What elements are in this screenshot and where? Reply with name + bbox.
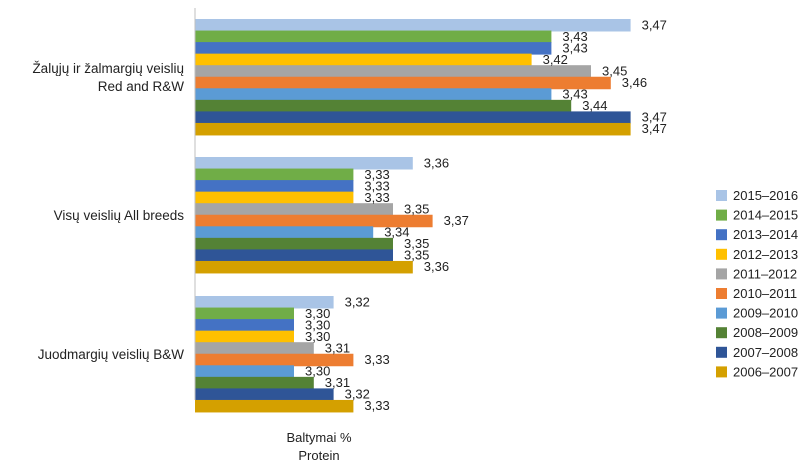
- bar: [195, 99, 572, 113]
- bar: [195, 191, 354, 205]
- bar-value-label: 3,45: [602, 63, 627, 78]
- bar: [195, 122, 631, 136]
- legend-swatch: [716, 307, 727, 319]
- legend-label: 2013–2014: [733, 227, 798, 242]
- bar: [195, 226, 374, 239]
- legend-label: 2012–2013: [733, 247, 798, 262]
- bar-value-label: 3,32: [345, 294, 370, 309]
- bar-value-label: 3,35: [404, 201, 429, 216]
- legend-label: 2015–2016: [733, 188, 798, 203]
- bar: [195, 76, 611, 90]
- bar-value-label: 3,42: [543, 52, 568, 67]
- bar-value-label: 3,35: [404, 248, 429, 263]
- legend-swatch: [716, 288, 727, 299]
- category-label: Žalųjų ir žalmargių veislių: [32, 61, 184, 76]
- bar: [195, 307, 294, 321]
- bar-value-label: 3,30: [305, 329, 330, 344]
- bar-value-label: 3,33: [364, 190, 389, 205]
- bar-value-label: 3,46: [622, 75, 647, 90]
- legend: 2015–2016 2014–2015 2013–2014 2012–2013 2011…: [716, 188, 798, 379]
- legend-swatch: [716, 190, 727, 201]
- legend-label: 2006–2007: [733, 364, 798, 379]
- legend-label: 2007–2008: [733, 345, 798, 360]
- legend-swatch: [716, 327, 727, 339]
- bar: [195, 42, 552, 55]
- bar: [195, 19, 631, 32]
- bar-value-label: 3,47: [642, 110, 667, 125]
- bar: [195, 157, 413, 170]
- legend-swatch: [716, 268, 727, 280]
- category-label: Visų veislių All breeds: [54, 208, 185, 223]
- bar: [195, 180, 354, 193]
- legend-label: 2009–2010: [733, 306, 798, 321]
- bar: [195, 214, 433, 228]
- bar-value-label: 3,31: [325, 375, 350, 390]
- bar: [195, 319, 294, 332]
- bar-value-label: 3,31: [325, 340, 350, 355]
- bar-value-label: 3,33: [364, 352, 389, 367]
- legend-label: 2010–2011: [733, 286, 797, 301]
- bar-value-label: 3,37: [444, 213, 469, 228]
- legend-label: 2008–2009: [733, 325, 798, 340]
- bar-value-label: 3,43: [562, 87, 587, 102]
- bar-value-label: 3,36: [424, 259, 449, 274]
- bar: [195, 296, 334, 309]
- bar: [195, 53, 532, 67]
- bar-value-label: 3,43: [562, 29, 587, 44]
- bar-value-label: 3,30: [305, 306, 330, 321]
- bar-value-label: 3,33: [364, 167, 389, 182]
- bar-value-label: 3,33: [364, 178, 389, 193]
- legend-label: 2011–2012: [733, 266, 797, 281]
- bar-value-label: 3,34: [384, 225, 409, 240]
- legend-swatch: [716, 229, 727, 241]
- bar: [195, 168, 354, 182]
- bar: [195, 342, 314, 355]
- x-axis-title: Baltymai % Protein: [286, 430, 351, 463]
- x-axis-title-line: Protein: [298, 448, 339, 463]
- bar: [195, 203, 393, 216]
- legend-swatch: [716, 366, 727, 378]
- bar: [195, 111, 631, 124]
- x-axis-title-line: Baltymai %: [286, 430, 351, 445]
- legend-swatch: [716, 248, 727, 260]
- value-labels-layer: 3,473,433,433,423,453,463,433,443,473,47…: [305, 17, 667, 413]
- bar-value-label: 3,32: [345, 387, 370, 402]
- bar: [195, 376, 314, 390]
- legend-swatch: [716, 346, 727, 358]
- bar-value-label: 3,47: [642, 121, 667, 136]
- bar: [195, 88, 552, 101]
- bar-value-label: 3,47: [642, 17, 667, 32]
- bar-value-label: 3,30: [305, 364, 330, 379]
- category-label: Red and R&W: [98, 79, 185, 94]
- bar: [195, 365, 294, 378]
- bar-value-label: 3,30: [305, 317, 330, 332]
- legend-swatch: [716, 209, 727, 221]
- category-label: Juodmargių veislių B&W: [38, 347, 185, 362]
- bar: [195, 353, 354, 367]
- bar: [195, 330, 294, 344]
- bar: [195, 399, 354, 413]
- bar: [195, 388, 334, 401]
- bar-value-label: 3,35: [404, 236, 429, 251]
- bar: [195, 260, 413, 274]
- bar-value-label: 3,44: [582, 98, 607, 113]
- bar-value-label: 3,36: [424, 155, 449, 170]
- bar: [195, 237, 393, 251]
- bar: [195, 30, 552, 44]
- bar-value-label: 3,33: [364, 398, 389, 413]
- bar-value-label: 3,43: [562, 40, 587, 55]
- bars-layer: [195, 19, 631, 413]
- bar: [195, 249, 393, 262]
- legend-label: 2014–2015: [733, 208, 798, 223]
- bar: [195, 65, 591, 78]
- category-labels-layer: Žalųjų ir žalmargių veislių Red and R&W Vi…: [32, 61, 184, 362]
